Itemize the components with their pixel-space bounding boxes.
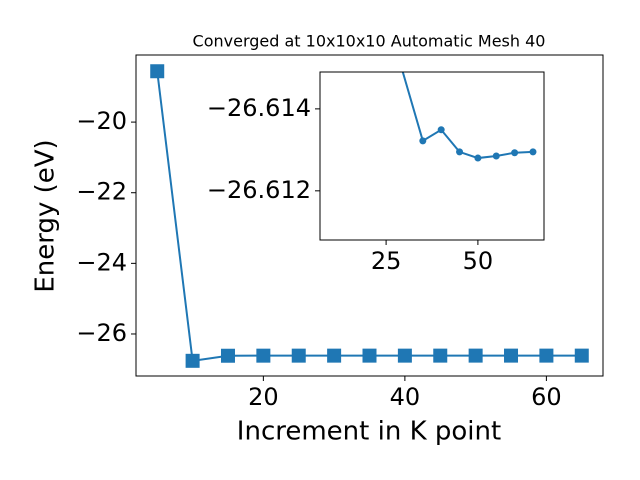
axes-frame [319, 71, 545, 241]
marker [474, 154, 482, 162]
y-tick-label: −20 [76, 107, 127, 135]
marker [529, 148, 537, 156]
axes-frame [135, 54, 604, 377]
marker [539, 348, 554, 363]
marker [456, 148, 464, 156]
marker [397, 348, 412, 363]
marker [492, 152, 500, 160]
marker [468, 348, 483, 363]
x-tick-label: 20 [248, 383, 279, 411]
y-axis-label: Energy (eV) [31, 139, 61, 292]
x-tick-label: 50 [463, 247, 494, 275]
y-tick-label: −26.614 [207, 94, 311, 122]
chart-title: Converged at 10x10x10 Automatic Mesh 40 [193, 32, 546, 51]
marker [150, 64, 165, 79]
marker [574, 348, 589, 363]
y-tick-label: −24 [76, 248, 127, 276]
y-tick-label: −22 [76, 178, 127, 206]
marker [504, 348, 519, 363]
marker [256, 348, 271, 363]
marker [419, 137, 427, 145]
plot-area [320, 72, 544, 240]
marker [291, 348, 306, 363]
marker [362, 348, 377, 363]
marker [185, 353, 200, 368]
y-tick-label: −26.612 [207, 176, 311, 204]
marker [327, 348, 342, 363]
x-axis-label: Increment in K point [237, 417, 501, 447]
x-tick-label: 60 [531, 383, 562, 411]
plot-content [150, 64, 589, 368]
marker [220, 348, 235, 363]
x-tick-label: 25 [371, 247, 402, 275]
marker [433, 348, 448, 363]
y-tick-label: −26 [76, 319, 127, 347]
x-tick-label: 40 [390, 383, 421, 411]
plot-content [401, 72, 537, 162]
marker [437, 126, 445, 134]
marker [511, 149, 519, 157]
